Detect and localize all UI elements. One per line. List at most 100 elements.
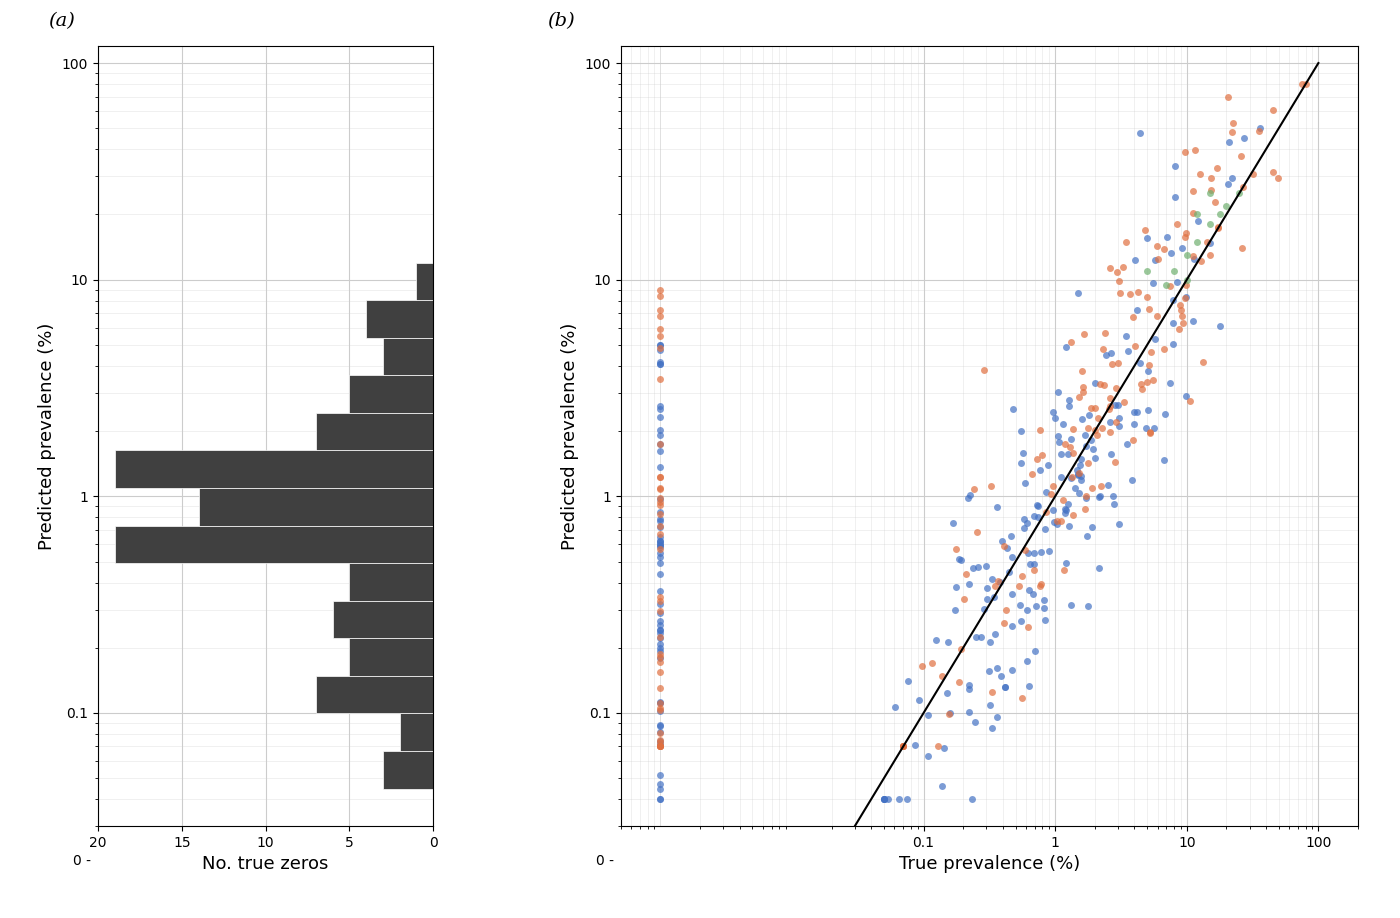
Point [650, 641, 672, 655]
Point [896, 792, 918, 807]
Point [1011, 568, 1033, 583]
Point [1152, 453, 1175, 468]
Point [993, 616, 1015, 631]
Point [650, 533, 672, 548]
Point [1060, 471, 1082, 486]
Point [1124, 253, 1147, 268]
Point [1074, 428, 1096, 442]
Point [1056, 340, 1078, 354]
Point [925, 633, 948, 647]
Point [1088, 489, 1110, 504]
Point [1186, 207, 1208, 222]
Point [1044, 410, 1067, 425]
Point [1128, 126, 1151, 140]
Point [872, 792, 895, 807]
Point [650, 718, 672, 733]
Point [1057, 497, 1079, 511]
Point [1061, 446, 1084, 461]
Point [650, 777, 672, 791]
Point [1011, 455, 1033, 470]
Point [1099, 398, 1121, 413]
Point [1023, 644, 1046, 658]
Point [1071, 412, 1093, 427]
Point [1058, 398, 1081, 413]
Point [650, 402, 672, 417]
Point [951, 641, 973, 655]
Point [1067, 285, 1089, 300]
Point [1063, 508, 1085, 522]
Point [1035, 504, 1057, 519]
Point [1135, 375, 1158, 389]
Point [1189, 166, 1211, 181]
Point [1084, 451, 1106, 465]
Point [650, 534, 672, 549]
Point [650, 437, 672, 452]
Point [1162, 337, 1184, 352]
Point [1173, 145, 1196, 160]
Text: 0 -: 0 - [73, 854, 91, 868]
Point [1040, 487, 1063, 501]
Point [1091, 478, 1113, 493]
Point [1233, 130, 1256, 145]
Point [1014, 511, 1036, 526]
Point [650, 665, 672, 679]
Point [1089, 377, 1112, 392]
Point [958, 677, 980, 692]
Point [1015, 602, 1037, 617]
Point [650, 703, 672, 718]
Point [650, 644, 672, 658]
Text: (a): (a) [48, 12, 74, 30]
Point [650, 567, 672, 582]
Bar [365, 300, 433, 338]
Point [650, 540, 672, 554]
Point [1030, 544, 1053, 559]
Point [1138, 301, 1161, 316]
Point [1200, 248, 1222, 263]
Point [973, 363, 995, 377]
Point [1079, 400, 1102, 415]
Bar [382, 338, 433, 375]
Point [650, 514, 672, 529]
Point [1130, 376, 1152, 391]
Point [1144, 253, 1166, 268]
Point [650, 519, 672, 533]
Point [1137, 402, 1159, 417]
Point [1068, 457, 1091, 472]
Point [1014, 521, 1036, 535]
X-axis label: No. true zeros: No. true zeros [203, 856, 329, 874]
Point [1138, 358, 1161, 373]
Point [1175, 226, 1197, 241]
Point [1103, 454, 1126, 469]
Point [1014, 543, 1036, 557]
Point [1176, 248, 1198, 263]
Point [935, 686, 958, 700]
Point [1182, 185, 1204, 199]
Point [1217, 89, 1239, 104]
Point [994, 679, 1016, 694]
Point [1109, 517, 1131, 532]
Point [944, 603, 966, 618]
Point [1261, 103, 1284, 118]
Point [1112, 260, 1134, 274]
Point [650, 623, 672, 638]
Point [1009, 423, 1032, 438]
Point [650, 322, 672, 337]
Bar [316, 413, 433, 451]
Point [958, 490, 980, 505]
Point [1106, 356, 1128, 371]
Point [945, 542, 967, 556]
Point [650, 338, 672, 353]
Point [1102, 356, 1124, 371]
Point [994, 679, 1016, 694]
Point [1075, 489, 1098, 504]
Point [1064, 480, 1086, 495]
Point [892, 739, 914, 754]
Point [917, 748, 939, 763]
Point [650, 537, 672, 552]
Y-axis label: Predicted prevalence (%): Predicted prevalence (%) [38, 322, 56, 550]
Point [650, 398, 672, 413]
Point [650, 545, 672, 560]
Point [1071, 364, 1093, 378]
Point [998, 565, 1021, 579]
Point [1165, 217, 1187, 231]
